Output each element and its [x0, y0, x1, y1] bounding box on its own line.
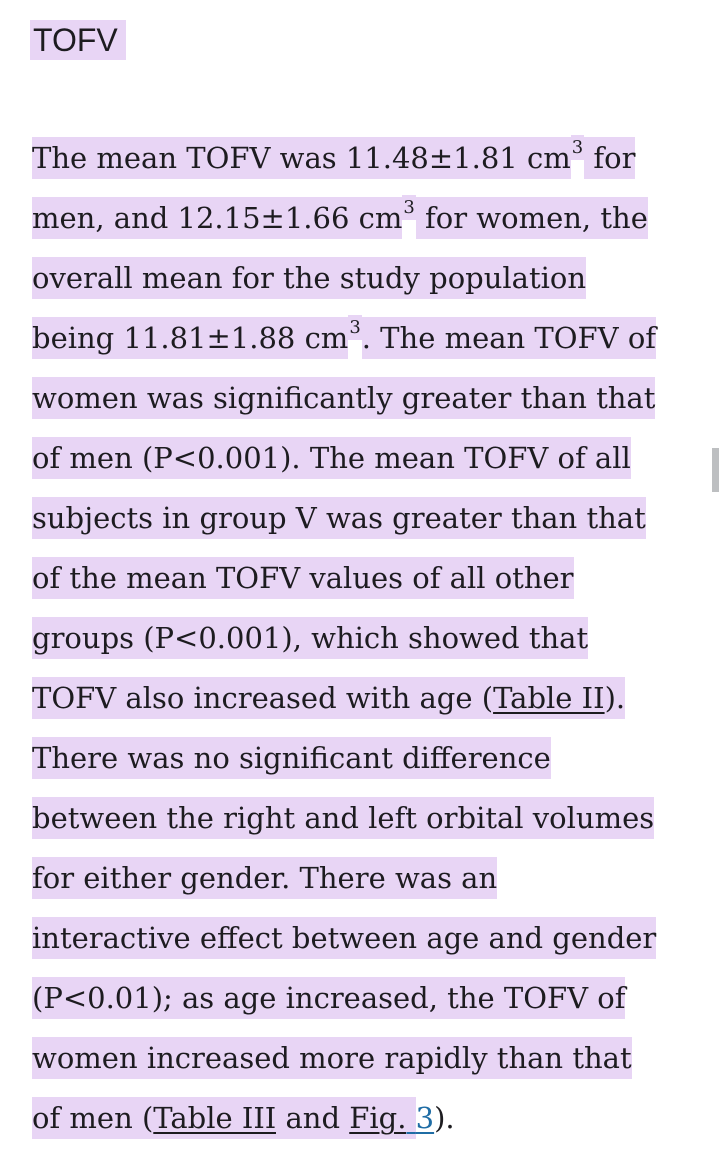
text-run: men, and 12.15±1.66 cm [32, 197, 403, 239]
text-run: (P<0.01); as age increased, the TOFV of [32, 977, 626, 1019]
text-run: overall mean for the study population [32, 257, 587, 299]
text-run: There was no significant difference [32, 737, 551, 779]
paragraph-line: The mean TOFV was 11.48±1.81 cm3 for [32, 128, 720, 188]
table-iii-link[interactable]: Table III [153, 1097, 277, 1139]
text-run: for women, the [415, 197, 648, 239]
paragraph-line: women increased more rapidly than that [32, 1028, 720, 1088]
text-run: for either gender. There was an [32, 857, 498, 899]
paragraph-line: There was no significant difference [32, 728, 720, 788]
section-heading-text: TOFV [30, 20, 126, 60]
text-run: women was significantly greater than tha… [32, 377, 656, 419]
text-run: between the right and left orbital volum… [32, 797, 655, 839]
paragraph-line: interactive effect between age and gende… [32, 908, 720, 968]
paragraph-line: subjects in group V was greater than tha… [32, 488, 720, 548]
text-run: subjects in group V was greater than tha… [32, 497, 646, 539]
text-run: for [584, 137, 636, 179]
text-run: of the mean TOFV values of all other [32, 557, 574, 599]
text-run: interactive effect between age and gende… [32, 917, 657, 959]
superscript: 3 [570, 135, 585, 160]
text-run: of men ( [32, 1097, 154, 1139]
paragraph-line: of the mean TOFV values of all other [32, 548, 720, 608]
fig-label-link[interactable]: Fig. [349, 1097, 407, 1139]
text-run: ). [604, 677, 626, 719]
section-heading: TOFV [30, 10, 126, 70]
table-ii-link[interactable]: Table II [493, 677, 605, 719]
text-run: women increased more rapidly than that [32, 1037, 632, 1079]
text-run: The mean TOFV was 11.48±1.81 cm [32, 137, 571, 179]
paragraph-line: of men (Table III and Fig. 3). [32, 1088, 720, 1148]
text-run: and [276, 1097, 350, 1139]
paragraph-line: of men (P<0.001). The mean TOFV of all [32, 428, 720, 488]
superscript: 3 [348, 315, 362, 340]
fig-3-link[interactable]: 3 [415, 1101, 435, 1135]
text-run: TOFV also increased with age ( [32, 677, 494, 719]
text-run: ). [434, 1101, 455, 1135]
paragraph-line: men, and 12.15±1.66 cm3 for women, the [32, 188, 720, 248]
paragraph-line: (P<0.01); as age increased, the TOFV of [32, 968, 720, 1028]
superscript: 3 [402, 195, 416, 220]
paragraph-line: being 11.81±1.88 cm3. The mean TOFV of [32, 308, 720, 368]
scrollbar-thumb[interactable] [712, 448, 719, 492]
text-run: of men (P<0.001). The mean TOFV of all [32, 437, 631, 479]
text-run: . The mean TOFV of [361, 317, 657, 359]
paragraph-line: for either gender. There was an [32, 848, 720, 908]
paragraph-line: between the right and left orbital volum… [32, 788, 720, 848]
text-run: groups (P<0.001), which showed that [32, 617, 589, 659]
paragraph: The mean TOFV was 11.48±1.81 cm3 for men,… [32, 128, 720, 1148]
paragraph-line: groups (P<0.001), which showed that [32, 608, 720, 668]
paragraph-line: overall mean for the study population [32, 248, 720, 308]
paragraph-line: TOFV also increased with age (Table II). [32, 668, 720, 728]
text-run: being 11.81±1.88 cm [32, 317, 349, 359]
paragraph-line: women was significantly greater than tha… [32, 368, 720, 428]
fig-3-link[interactable] [406, 1097, 416, 1139]
